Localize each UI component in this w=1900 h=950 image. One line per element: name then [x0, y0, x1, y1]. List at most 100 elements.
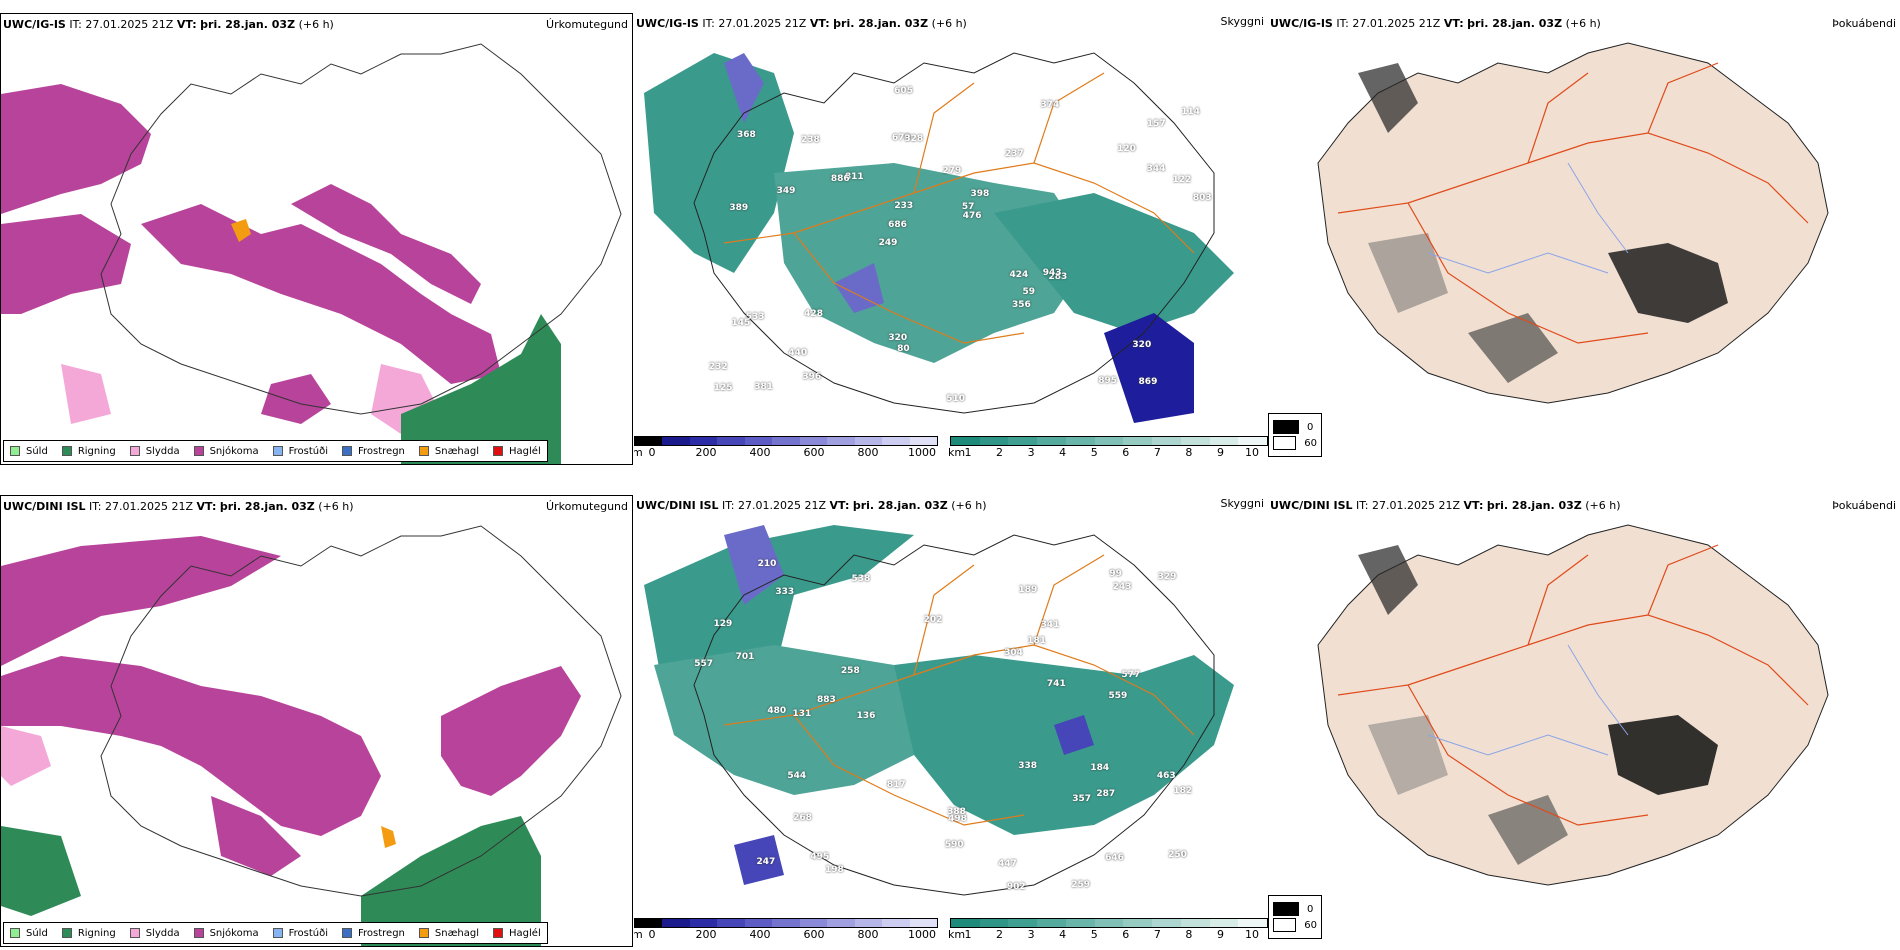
colorbar-tick-label: 6	[1122, 928, 1130, 941]
height-value-label: 741	[1046, 678, 1066, 689]
vt-label: VT:	[1443, 17, 1464, 30]
height-value-label: 495	[810, 851, 830, 862]
height-value-label: 320	[888, 333, 908, 344]
height-value-label: 557	[694, 658, 714, 669]
legend-label: Snjókoma	[209, 445, 259, 457]
colorbar-tick-label: 200	[695, 446, 717, 459]
colorbar-tick-label: 4	[1059, 928, 1067, 941]
colorbar-segment	[717, 437, 745, 445]
colorbar-segment	[772, 437, 800, 445]
precip-type-map-top	[1, 43, 622, 464]
vt-label: VT:	[1463, 499, 1484, 512]
visibility-map-bottom	[644, 525, 1234, 896]
panel-title: Úrkomutegund	[546, 18, 628, 31]
legend-item: Frostregn	[342, 928, 405, 939]
colorbar-tick-label: 600	[803, 446, 825, 459]
colorbar-tick-label: 5	[1090, 446, 1098, 459]
height-value-label: 538	[851, 574, 871, 585]
vt-label: VT:	[809, 17, 830, 30]
colorbar-segment	[1180, 919, 1210, 927]
visibility-colorbar-bottom: km 1 2 3 4 5 6 7 8 9 10	[948, 918, 1268, 942]
height-value-label: 136	[856, 710, 876, 721]
height-value-label: 605	[894, 86, 913, 97]
height-value-label: 157	[1146, 118, 1166, 129]
visibility-colorbar-ticks: km 1 2 3 4 5 6 7 8 9 10	[948, 446, 1268, 460]
lead-time: (+6 h)	[951, 499, 987, 512]
height-colorbar-ticks: m 0 200 400 600 800 1000	[634, 446, 938, 460]
height-value-label: 304	[1004, 648, 1023, 659]
visibility-colorbar-strip	[950, 918, 1268, 928]
colorbar-segment	[951, 437, 980, 445]
legend-swatch	[342, 928, 352, 938]
height-value-label: 398	[970, 189, 990, 200]
legend-item: Rigning	[61, 445, 116, 457]
height-value-label: 320	[1132, 340, 1152, 351]
legend-label: 0	[1307, 421, 1314, 433]
visibility-colorbar-top: km 1 2 3 4 5 6 7 8 9 10	[948, 436, 1268, 460]
colorbar-segment	[689, 437, 718, 445]
lead-time: (+6 h)	[1585, 499, 1621, 512]
height-colorbar-bottom: m 0 200 400 600 800 1000	[634, 918, 938, 942]
panel-header: UWC/IG-IS IT: 27.01.2025 21Z VT: þri. 28…	[1270, 17, 1601, 30]
height-value-label: 902	[1006, 882, 1026, 893]
colorbar-segment	[827, 919, 855, 927]
cloud-legend-bottom: 0 60	[1268, 895, 1322, 939]
colorbar-segment	[882, 919, 910, 927]
legend-label: Súld	[26, 445, 48, 457]
colorbar-unit: km	[948, 446, 966, 459]
height-value-label: 357	[1072, 793, 1092, 804]
colorbar-tick-label: 1	[964, 928, 972, 941]
legend-label: Frostúði	[288, 445, 328, 457]
height-value-label: 59	[1022, 286, 1036, 297]
model-name: UWC/IG-IS	[3, 18, 66, 31]
vt-value: þri. 28.jan. 03Z	[1486, 499, 1582, 512]
precip-legend: Súld Rigning Slydda Snjókoma Frostúði Fr…	[3, 922, 548, 944]
legend-swatch	[493, 446, 504, 456]
legend-label: Rigning	[77, 445, 116, 457]
height-value-label: 328	[904, 134, 924, 145]
colorbar-segment	[799, 919, 828, 927]
height-value-label: 145	[731, 318, 751, 329]
height-value-label: 125	[713, 383, 733, 394]
colorbar-tick-label: 7	[1153, 446, 1161, 459]
height-value-label: 428	[804, 309, 823, 320]
height-value-label: 184	[1090, 762, 1110, 773]
height-value-label: 329	[1157, 571, 1177, 582]
height-value-label: 803	[1192, 192, 1212, 203]
legend-swatch	[342, 446, 352, 456]
colorbar-tick-label: 10	[1245, 446, 1259, 459]
height-value-label: 440	[788, 348, 808, 359]
colorbar-tick-label: 1	[964, 446, 972, 459]
height-value-label: 388	[947, 806, 966, 817]
model-name: UWC/IG-IS	[636, 17, 699, 30]
colorbar-segment	[717, 919, 745, 927]
height-value-label: 122	[1172, 175, 1192, 186]
it-value: 27.01.2025 21Z	[1352, 17, 1441, 30]
model-name: UWC/DINI ISL	[1270, 499, 1353, 512]
lead-time: (+6 h)	[318, 500, 354, 513]
height-colorbar-ticks: m 0 200 400 600 800 1000	[634, 928, 938, 942]
height-value-label: 374	[1040, 100, 1060, 110]
legend-label: Haglél	[509, 445, 541, 457]
panel-header: UWC/DINI ISL IT: 27.01.2025 21Z VT: þri.…	[3, 500, 354, 513]
colorbar-segment	[1209, 919, 1239, 927]
legend-swatch	[61, 446, 72, 456]
height-value-label: 259	[1071, 880, 1091, 890]
height-value-label: 646	[1105, 852, 1124, 863]
height-value-label: 886	[830, 174, 850, 185]
height-colorbar-strip	[634, 918, 938, 928]
height-value-label: 114	[1181, 107, 1200, 118]
height-value-label: 182	[1173, 785, 1193, 796]
colorbar-tick-label: 9	[1216, 928, 1224, 941]
legend-swatch	[272, 928, 283, 938]
colorbar-tick-label: 0	[648, 928, 656, 941]
height-value-label: 198	[824, 864, 844, 875]
colorbar-segment	[1238, 437, 1268, 445]
colorbar-segment	[1037, 437, 1066, 445]
vt-label: VT:	[196, 500, 217, 513]
legend-swatch	[1273, 902, 1299, 916]
vt-value: þri. 28.jan. 03Z	[200, 18, 296, 31]
height-value-label: 356	[1011, 299, 1031, 310]
colorbar-unit: m	[634, 928, 643, 941]
it-label: IT:	[722, 499, 735, 512]
